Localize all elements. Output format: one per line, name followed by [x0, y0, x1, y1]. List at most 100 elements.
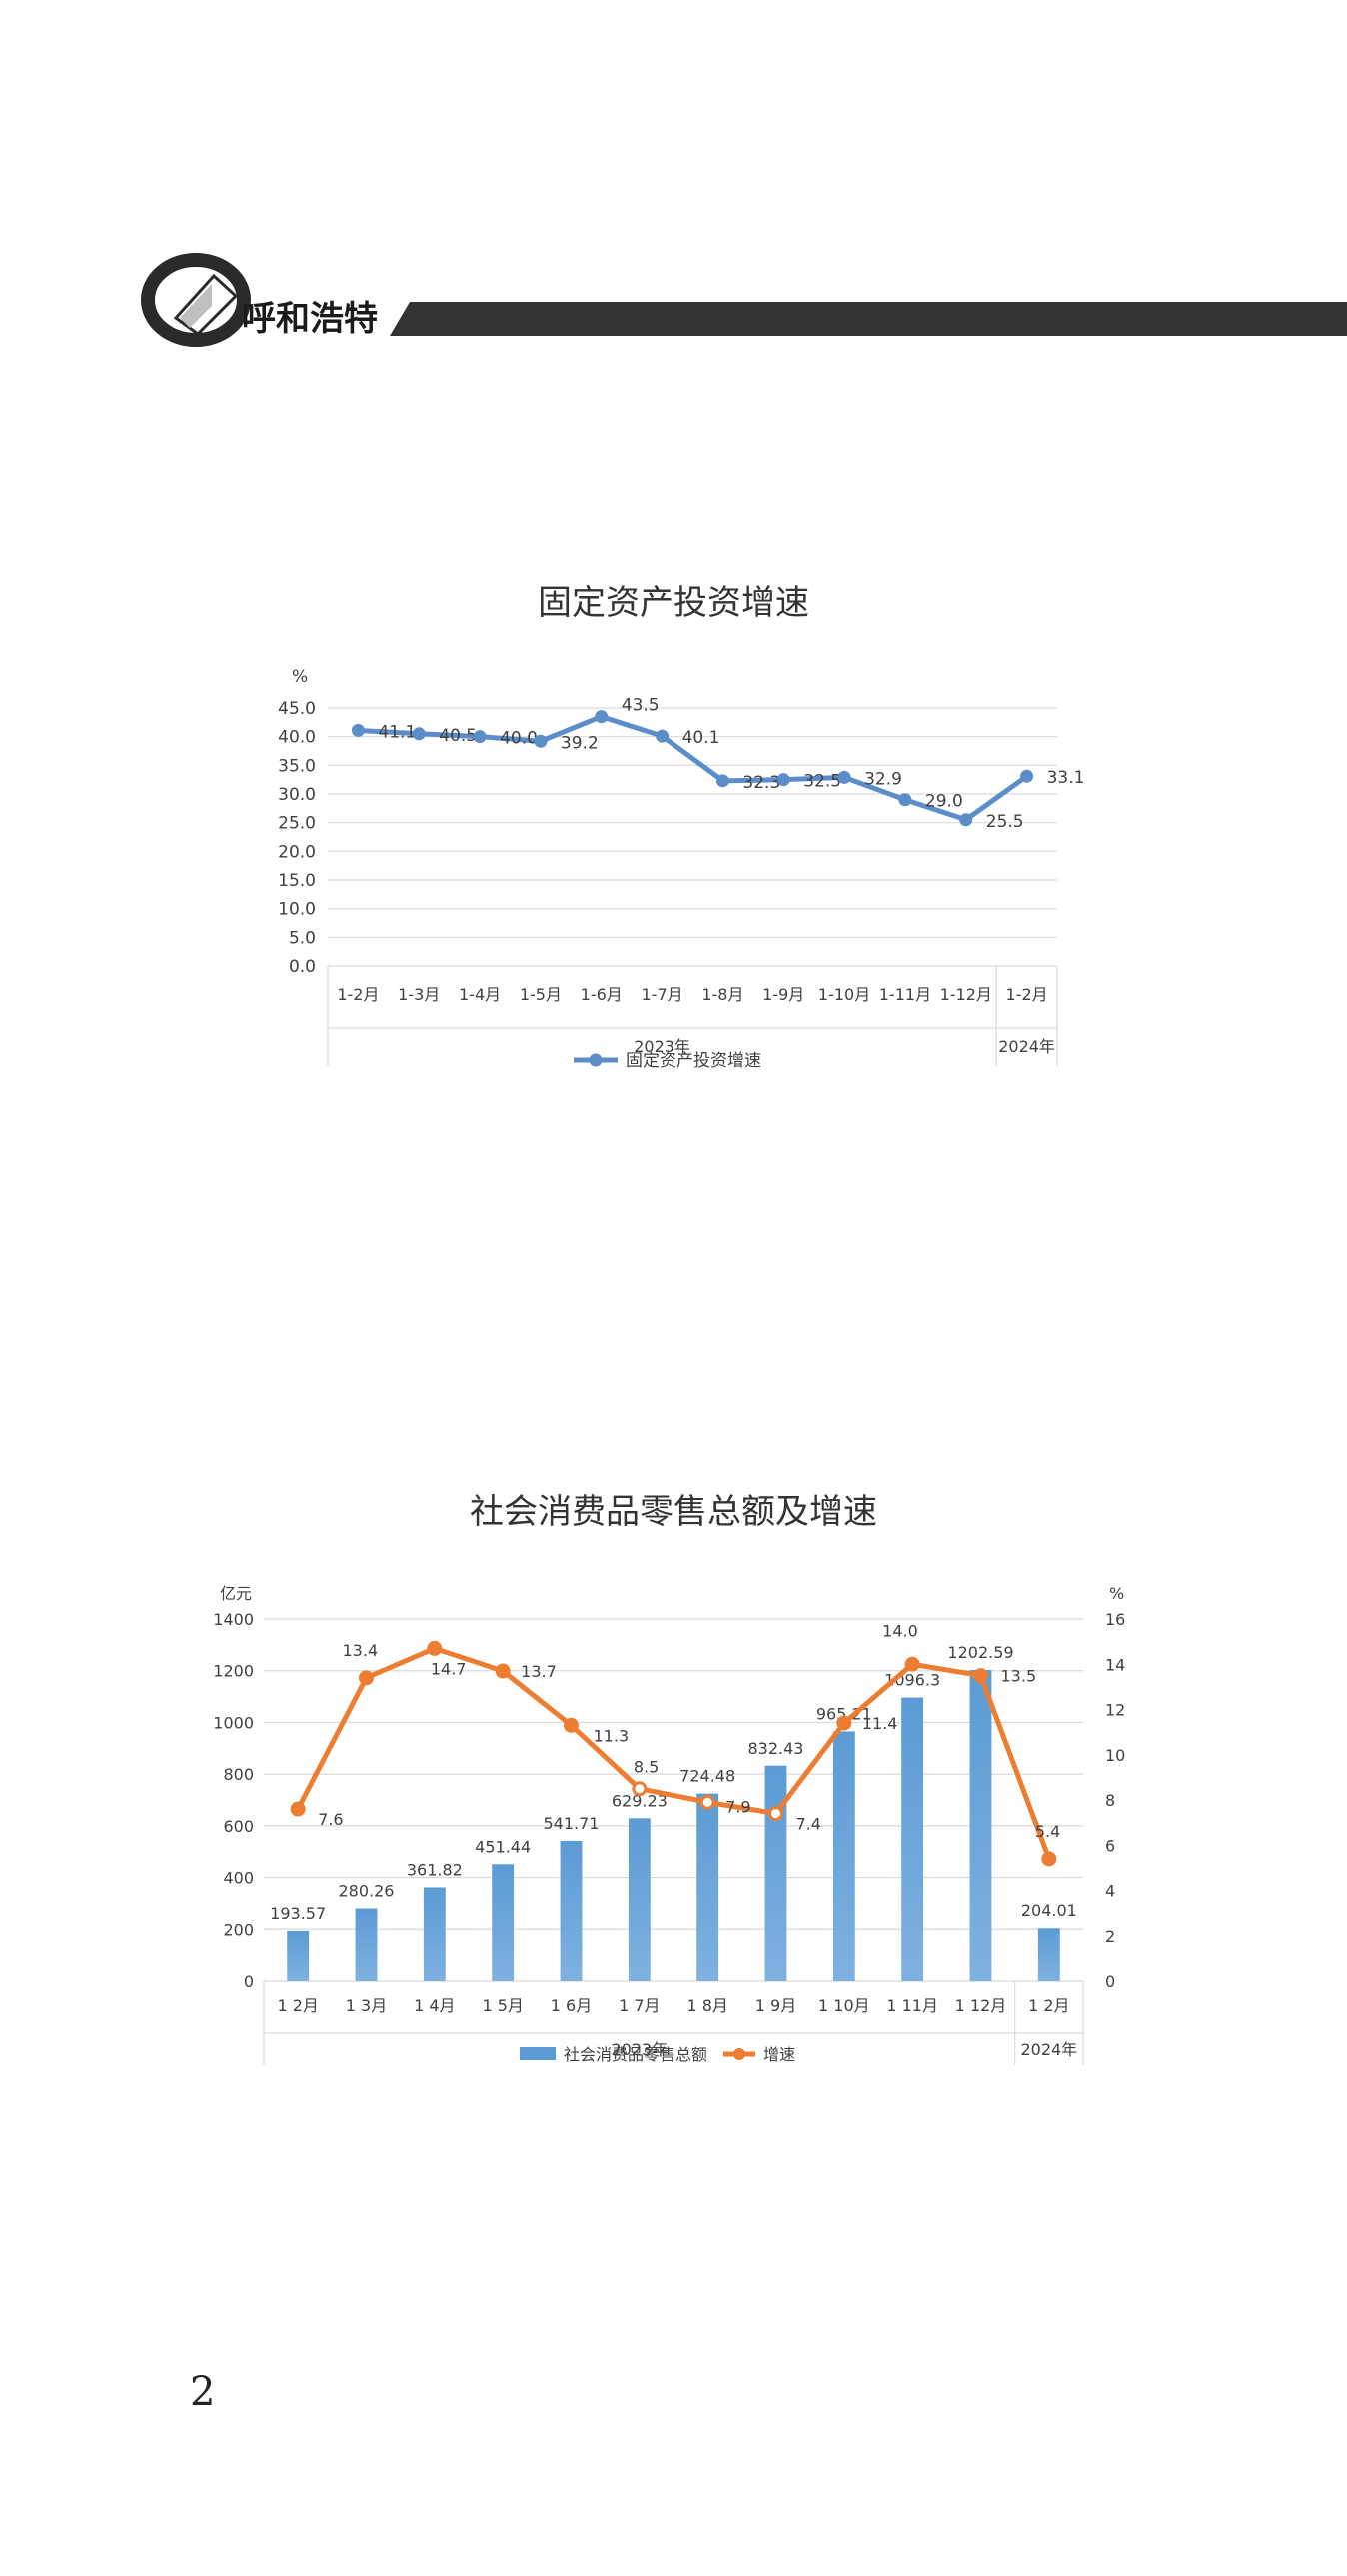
data-label: 40.0 — [500, 729, 538, 749]
growth-line — [295, 1645, 1052, 1860]
chart-title: 社会消费品零售总额及增速 — [470, 1492, 877, 1532]
growth-point — [632, 1781, 648, 1797]
growth-label: 14.0 — [882, 1621, 918, 1640]
data-label: 25.5 — [986, 812, 1024, 832]
x-tick-label: 1-9月 — [762, 985, 804, 1004]
data-point — [959, 813, 973, 827]
y-tick-label: 40.0 — [278, 728, 316, 748]
y-tick-label: 30.0 — [278, 785, 316, 805]
growth-label: 14.7 — [431, 1659, 467, 1678]
brand-name: 呼和浩特 — [242, 299, 378, 339]
growth-label: 13.7 — [521, 1662, 557, 1681]
year-group-label: 2023年 — [611, 2040, 668, 2059]
bar-label: 1202.59 — [947, 1643, 1013, 1662]
page-header: 呼和浩特 — [141, 253, 1347, 347]
y-tick-label: 1400 — [213, 1610, 254, 1629]
brand-logo — [141, 253, 251, 347]
data-label: 29.0 — [925, 792, 963, 812]
x-tick-label: 1 2月 — [277, 1996, 318, 2015]
bar — [560, 1840, 583, 1981]
legend-bar-label: 社会消费品零售总额 — [564, 2045, 707, 2064]
data-point — [776, 773, 790, 787]
bar — [423, 1887, 446, 1981]
growth-label: 7.4 — [796, 1815, 821, 1834]
y-tick-label: 600 — [223, 1817, 254, 1836]
y2-tick-label: 16 — [1105, 1610, 1125, 1629]
x-tick-label: 1 4月 — [414, 1996, 455, 2015]
growth-label: 13.5 — [1001, 1667, 1037, 1686]
bar — [1037, 1928, 1060, 1981]
y2-tick-label: 14 — [1105, 1655, 1125, 1674]
growth-label: 7.6 — [318, 1810, 343, 1829]
data-label: 40.5 — [439, 726, 477, 746]
x-tick-label: 1-6月 — [581, 985, 623, 1004]
bar-label: 541.71 — [544, 1814, 600, 1833]
fixed-asset-investment-chart: 固定资产投资增速% 0.0 5.0 10.0 15.0 20.0 25.0 30.0 35.0 4… — [278, 583, 1085, 1071]
data-label: 43.5 — [622, 696, 660, 716]
data-point — [595, 710, 609, 724]
page-number: 2 — [190, 2369, 216, 2415]
x-tick-label: 1 7月 — [619, 1996, 660, 2015]
x-tick-label: 1 9月 — [755, 1996, 796, 2015]
growth-point — [359, 1670, 374, 1686]
x-tick-label: 1-2月 — [1006, 985, 1048, 1004]
growth-point — [427, 1640, 443, 1656]
growth-label: 11.4 — [862, 1714, 898, 1733]
x-tick-label: 1 5月 — [482, 1996, 523, 2015]
growth-point — [973, 1668, 988, 1684]
data-label: 40.1 — [682, 728, 720, 748]
y-tick-label: 200 — [223, 1920, 254, 1939]
y-tick-label: 35.0 — [278, 756, 316, 776]
growth-label: 11.3 — [594, 1726, 630, 1745]
growth-point — [290, 1801, 306, 1817]
bar-label: 193.57 — [270, 1904, 326, 1923]
bar — [355, 1908, 378, 1981]
growth-point — [1041, 1851, 1057, 1867]
data-point — [898, 793, 912, 807]
bar-label: 832.43 — [748, 1739, 804, 1758]
bar — [832, 1731, 855, 1981]
x-tick-label: 1 12月 — [955, 1996, 1007, 2015]
growth-point — [836, 1715, 852, 1731]
growth-label: 7.9 — [725, 1797, 750, 1816]
x-tick-label: 1-12月 — [940, 985, 992, 1004]
bar — [492, 1864, 515, 1981]
y-tick-label: 800 — [223, 1765, 254, 1784]
year-group-label: 2023年 — [634, 1037, 690, 1056]
y2-tick-label: 2 — [1105, 1927, 1115, 1946]
x-tick-label: 1-5月 — [520, 985, 562, 1004]
data-label: 33.1 — [1047, 768, 1085, 788]
bar-label: 724.48 — [679, 1767, 735, 1786]
y-axis-unit: 亿元 — [220, 1584, 252, 1603]
bar-label: 451.44 — [475, 1837, 531, 1856]
y2-tick-label: 6 — [1105, 1836, 1115, 1855]
bar — [628, 1818, 651, 1981]
x-tick-label: 1-10月 — [818, 985, 870, 1004]
growth-label: 13.4 — [343, 1641, 379, 1660]
data-point — [656, 729, 670, 743]
bar-label: 629.23 — [612, 1791, 668, 1810]
y2-tick-label: 12 — [1105, 1701, 1125, 1720]
legend-marker — [733, 2048, 745, 2060]
y-tick-label: 400 — [223, 1869, 254, 1888]
x-tick-label: 1-3月 — [398, 985, 440, 1004]
growth-point — [768, 1806, 783, 1822]
data-point — [473, 730, 487, 744]
x-tick-label: 1-7月 — [642, 985, 683, 1004]
bar — [969, 1670, 992, 1981]
growth-label: 5.4 — [1035, 1822, 1060, 1841]
data-point — [1020, 769, 1034, 783]
x-tick-label: 1-8月 — [701, 985, 743, 1004]
bar-label: 280.26 — [339, 1882, 395, 1901]
data-point — [837, 770, 851, 784]
x-tick-label: 1 6月 — [551, 1996, 592, 2015]
x-tick-label: 1 11月 — [886, 1996, 938, 2015]
data-point — [534, 734, 548, 748]
data-label: 32.5 — [803, 772, 841, 792]
data-label: 41.1 — [378, 722, 416, 742]
year-group-label: 2024年 — [998, 1037, 1055, 1056]
y2-tick-label: 10 — [1105, 1746, 1125, 1765]
y2-tick-label: 4 — [1105, 1882, 1115, 1901]
x-tick-label: 1-11月 — [879, 985, 931, 1004]
x-tick-label: 1 3月 — [346, 1996, 387, 2015]
